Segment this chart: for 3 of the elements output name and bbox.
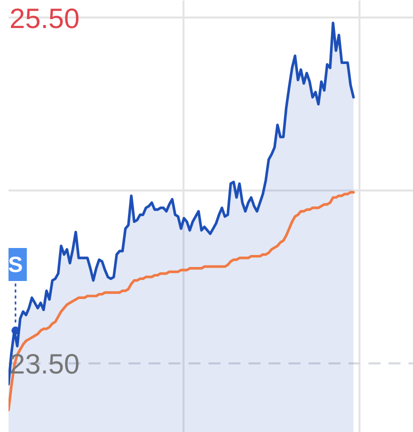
line-series (8, 191, 355, 412)
annotation: S (8, 252, 23, 278)
y-tick-label: 25.50 (10, 2, 80, 34)
